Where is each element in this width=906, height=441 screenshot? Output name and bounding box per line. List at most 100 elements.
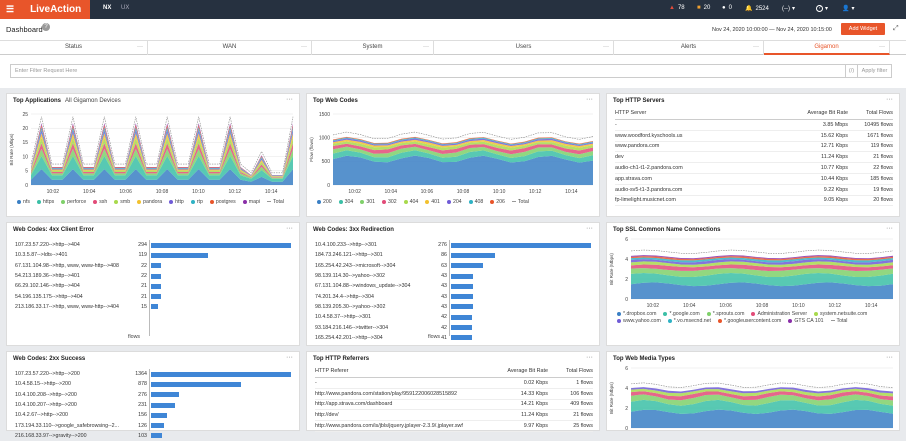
legend-item[interactable]: 206: [490, 199, 505, 205]
bar-row[interactable]: 98.139.205.30-->yahoo-->302 43: [315, 302, 591, 312]
extra-menu[interactable]: (--) ▾: [782, 5, 796, 13]
bar-row[interactable]: 67.131.104.98-->http, www, www-http-->40…: [15, 261, 291, 271]
bar-row[interactable]: 216.168.33.97-->gravity-->200 103: [15, 431, 291, 441]
legend-item[interactable]: 401: [425, 199, 440, 205]
table-row[interactable]: app.strava.com 10.44 Kbps 185 flows: [615, 174, 893, 185]
column-header[interactable]: HTTP Server: [615, 110, 647, 116]
bar-row[interactable]: 54.196.135.175-->http-->404 21: [15, 291, 291, 301]
column-header[interactable]: Total Flows: [566, 368, 593, 374]
legend-item[interactable]: https: [36, 199, 54, 205]
table-row[interactable]: - 0.02 Kbps 1 flows: [315, 378, 593, 389]
legend-item[interactable]: Total: [267, 199, 284, 205]
more-icon[interactable]: ···: [753, 44, 759, 50]
bar-row[interactable]: 10.4.100.208-->http-->200 276: [15, 390, 291, 400]
hamburger-icon[interactable]: ☰: [6, 4, 15, 14]
brand-logo[interactable]: ☰ LiveAction: [0, 0, 90, 19]
notifications[interactable]: 🔔 2524: [745, 5, 769, 13]
more-icon[interactable]: ···: [586, 225, 593, 232]
bar-row[interactable]: 10.4.58.15-->http-->200 878: [15, 379, 291, 389]
nav-ux[interactable]: UX: [121, 5, 130, 11]
more-icon[interactable]: ···: [886, 225, 893, 232]
bar-row[interactable]: 93.184.216.146-->twitter-->304 42: [315, 322, 591, 332]
more-icon[interactable]: ···: [286, 354, 293, 361]
more-icon[interactable]: ···: [586, 96, 593, 103]
table-row[interactable]: fp-limelight.musicnet.com 9.05 Kbps 20 flo…: [615, 196, 893, 207]
column-header[interactable]: Average Bit Rate: [507, 368, 548, 374]
more-icon[interactable]: ···: [137, 44, 143, 50]
bar-row[interactable]: 173.194.33.110-->google_safebrowsing--2.…: [15, 420, 291, 430]
legend-item[interactable]: 200: [317, 199, 332, 205]
table-row[interactable]: dev 11.24 Kbps 21 flows: [615, 152, 893, 164]
legend-item[interactable]: 204: [446, 199, 462, 205]
legend-item[interactable]: mapi: [242, 199, 260, 205]
bar-row[interactable]: 74.201.34.4-->http-->304 43: [315, 291, 591, 301]
more-icon[interactable]: ···: [423, 44, 429, 50]
table-row[interactable]: www.woodford.kyschools.us 15.62 Kbps 1671 …: [615, 131, 893, 142]
bar-row[interactable]: 184.73.246.121-->http-->301 86: [315, 250, 591, 260]
legend-item[interactable]: *.vo.msecnd.net: [667, 318, 711, 324]
legend-item[interactable]: ssh: [93, 199, 107, 205]
more-icon[interactable]: ···: [286, 96, 293, 103]
column-header[interactable]: Average Bit Rate: [807, 110, 848, 116]
bar-row[interactable]: 165.254.42.201-->http-->304 41: [315, 333, 591, 343]
expand-icon[interactable]: ⤢: [893, 25, 899, 32]
column-header[interactable]: HTTP Referer: [315, 368, 349, 374]
tab-status[interactable]: Status ···: [0, 41, 148, 55]
bar-row[interactable]: 10.4.100.207-->http-->200 231: [15, 400, 291, 410]
table-row[interactable]: www.pandora.com 12.71 Kbps 119 flows: [615, 142, 893, 153]
legend-item[interactable]: *.google.com: [663, 311, 700, 317]
bar-row[interactable]: 10.4.58.37-->http-->301 42: [315, 312, 591, 322]
legend-item[interactable]: www.yahoo.com: [617, 318, 661, 324]
tab-gigamon[interactable]: Gigamon ···: [764, 41, 890, 55]
legend-item[interactable]: nfs: [17, 199, 30, 205]
more-icon[interactable]: ···: [879, 44, 885, 50]
bar-row[interactable]: 67.131.104.88-->windows_update-->304 43: [315, 281, 591, 291]
legend-item[interactable]: Total: [830, 318, 847, 324]
tab-users[interactable]: Users ···: [434, 41, 614, 55]
more-icon[interactable]: ···: [286, 225, 293, 232]
legend-item[interactable]: 302: [381, 199, 397, 205]
help-icon[interactable]: ?: [42, 23, 50, 31]
user-menu[interactable]: 👤 ▾: [842, 5, 855, 12]
more-icon[interactable]: ···: [301, 44, 307, 50]
column-header[interactable]: Total Flows: [866, 110, 893, 116]
more-icon[interactable]: ···: [603, 44, 609, 50]
bar-row[interactable]: 98.139.114.30-->yahoo-->302 43: [315, 271, 591, 281]
table-row[interactable]: http://dev/11.24 Kbps 21 flows: [315, 410, 593, 422]
legend-item[interactable]: rtp: [190, 199, 203, 205]
legend-item[interactable]: 408: [468, 199, 483, 205]
legend-item[interactable]: smb: [114, 199, 130, 205]
more-icon[interactable]: ···: [586, 354, 593, 361]
more-icon[interactable]: ···: [886, 96, 893, 103]
bar-row[interactable]: 107.23.57.220-->http-->404 294: [15, 240, 291, 250]
bar-row[interactable]: 165.254.42.243-->microsoft-->304 63: [315, 261, 591, 271]
legend-item[interactable]: 404: [403, 199, 418, 205]
alerts-black[interactable]: ● 0: [722, 5, 732, 11]
legend-item[interactable]: pandora: [137, 199, 162, 205]
legend-item[interactable]: *.dropbox.com: [617, 311, 656, 317]
bar-row[interactable]: 66.29.102.146-->http-->404 21: [15, 281, 291, 291]
bar-row[interactable]: 10.4.100.233-->http-->301 276: [315, 240, 591, 250]
add-widget-button[interactable]: Add Widget: [841, 23, 885, 35]
legend-item[interactable]: 301: [360, 199, 375, 205]
legend-item[interactable]: perforce: [61, 199, 86, 205]
clear-filter-button[interactable]: (/): [846, 64, 858, 78]
alerts-orange[interactable]: ■ 20: [697, 5, 711, 11]
bar-row[interactable]: 10.4.2.67-->http-->200 156: [15, 410, 291, 420]
bar-row[interactable]: 107.23.57.220-->http-->200 1364: [15, 369, 291, 379]
table-row[interactable]: audio-ch1-t1-2.pandora.com 10.77 Kbps 22 f…: [615, 163, 893, 174]
filter-input[interactable]: Enter Filter Request Here: [10, 64, 846, 78]
nav-nx[interactable]: NX: [103, 5, 112, 11]
table-row[interactable]: - 3.85 Mbps 10495 flows: [615, 120, 893, 131]
date-range[interactable]: Nov 24, 2020 10:00:00 — Nov 24, 2020 10:…: [712, 27, 832, 33]
help-menu[interactable]: ? ▾: [816, 5, 828, 12]
table-row[interactable]: http://app.strava.com/dashboard 14.21 Kbp…: [315, 400, 593, 411]
legend-item[interactable]: postgres: [209, 199, 236, 205]
legend-item[interactable]: 304: [338, 199, 353, 205]
legend-item[interactable]: system.netsuite.com: [814, 311, 867, 317]
tab-wan[interactable]: WAN ···: [148, 41, 312, 55]
legend-item[interactable]: Administration Server: [751, 311, 807, 317]
bar-row[interactable]: 213.186.33.17-->http, www, www-http-->40…: [15, 302, 291, 312]
table-row[interactable]: http://www.pandora.com/is/jbls/jquery.jp…: [315, 421, 593, 432]
bar-row[interactable]: 10.3.5.87-->ldts-->401 119: [15, 250, 291, 260]
